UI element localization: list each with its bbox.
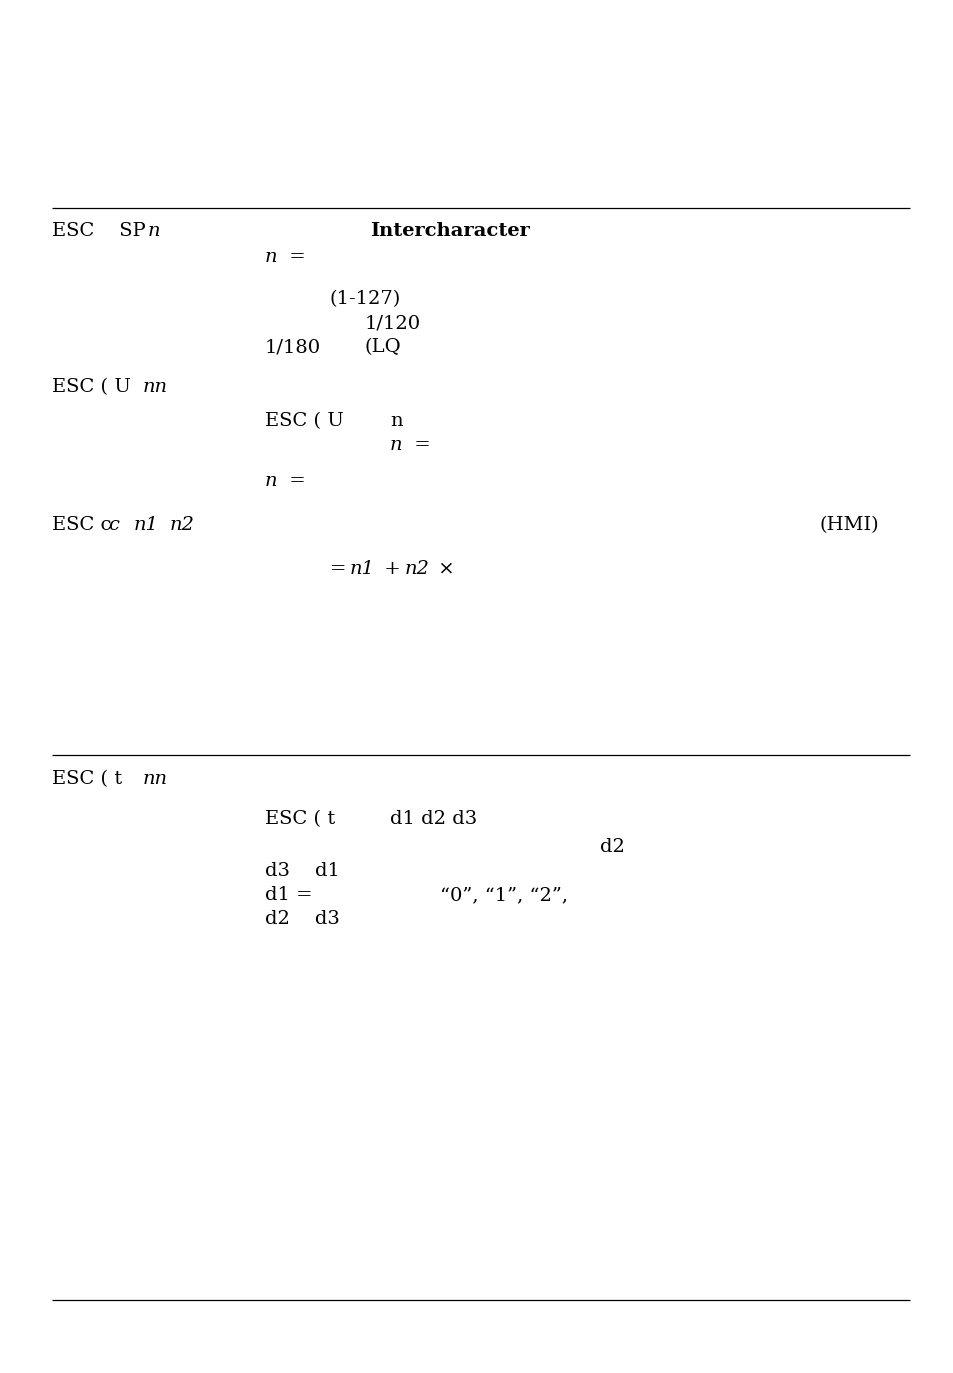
Text: Intercharacter: Intercharacter xyxy=(370,222,529,240)
Text: n1: n1 xyxy=(133,516,159,534)
Text: (1-127): (1-127) xyxy=(330,290,401,308)
Text: ESC c: ESC c xyxy=(52,516,117,534)
Text: =: = xyxy=(283,249,305,266)
Text: d3    d1: d3 d1 xyxy=(265,862,339,880)
Text: =: = xyxy=(330,560,353,578)
Text: nn: nn xyxy=(143,378,168,395)
Text: n: n xyxy=(265,472,277,490)
Text: n2: n2 xyxy=(170,516,194,534)
Text: (HMI): (HMI) xyxy=(820,516,879,534)
Text: d2    d3: d2 d3 xyxy=(265,910,339,928)
Text: d2: d2 xyxy=(599,838,624,855)
Text: +: + xyxy=(377,560,407,578)
Text: “0”, “1”, “2”,: “0”, “1”, “2”, xyxy=(439,886,567,903)
Text: n: n xyxy=(148,222,160,240)
Text: ESC ( U: ESC ( U xyxy=(265,412,343,430)
Text: nn: nn xyxy=(143,770,168,788)
Text: ESC    SP: ESC SP xyxy=(52,222,152,240)
Text: n2: n2 xyxy=(405,560,430,578)
Text: n: n xyxy=(390,437,402,454)
Text: n: n xyxy=(265,249,277,266)
Text: n1: n1 xyxy=(350,560,375,578)
Text: ESC ( t: ESC ( t xyxy=(265,810,335,828)
Text: (LQ: (LQ xyxy=(365,338,401,356)
Text: 1/180: 1/180 xyxy=(265,338,321,356)
Text: 1/120: 1/120 xyxy=(365,314,420,332)
Text: ESC ( U: ESC ( U xyxy=(52,378,137,395)
Text: =: = xyxy=(408,437,431,454)
Text: =: = xyxy=(283,472,305,490)
Text: d1 d2 d3: d1 d2 d3 xyxy=(390,810,476,828)
Text: ×: × xyxy=(432,560,455,578)
Text: n: n xyxy=(390,412,402,430)
Text: d1 =: d1 = xyxy=(265,886,313,903)
Text: c: c xyxy=(108,516,119,534)
Text: ESC ( t: ESC ( t xyxy=(52,770,129,788)
